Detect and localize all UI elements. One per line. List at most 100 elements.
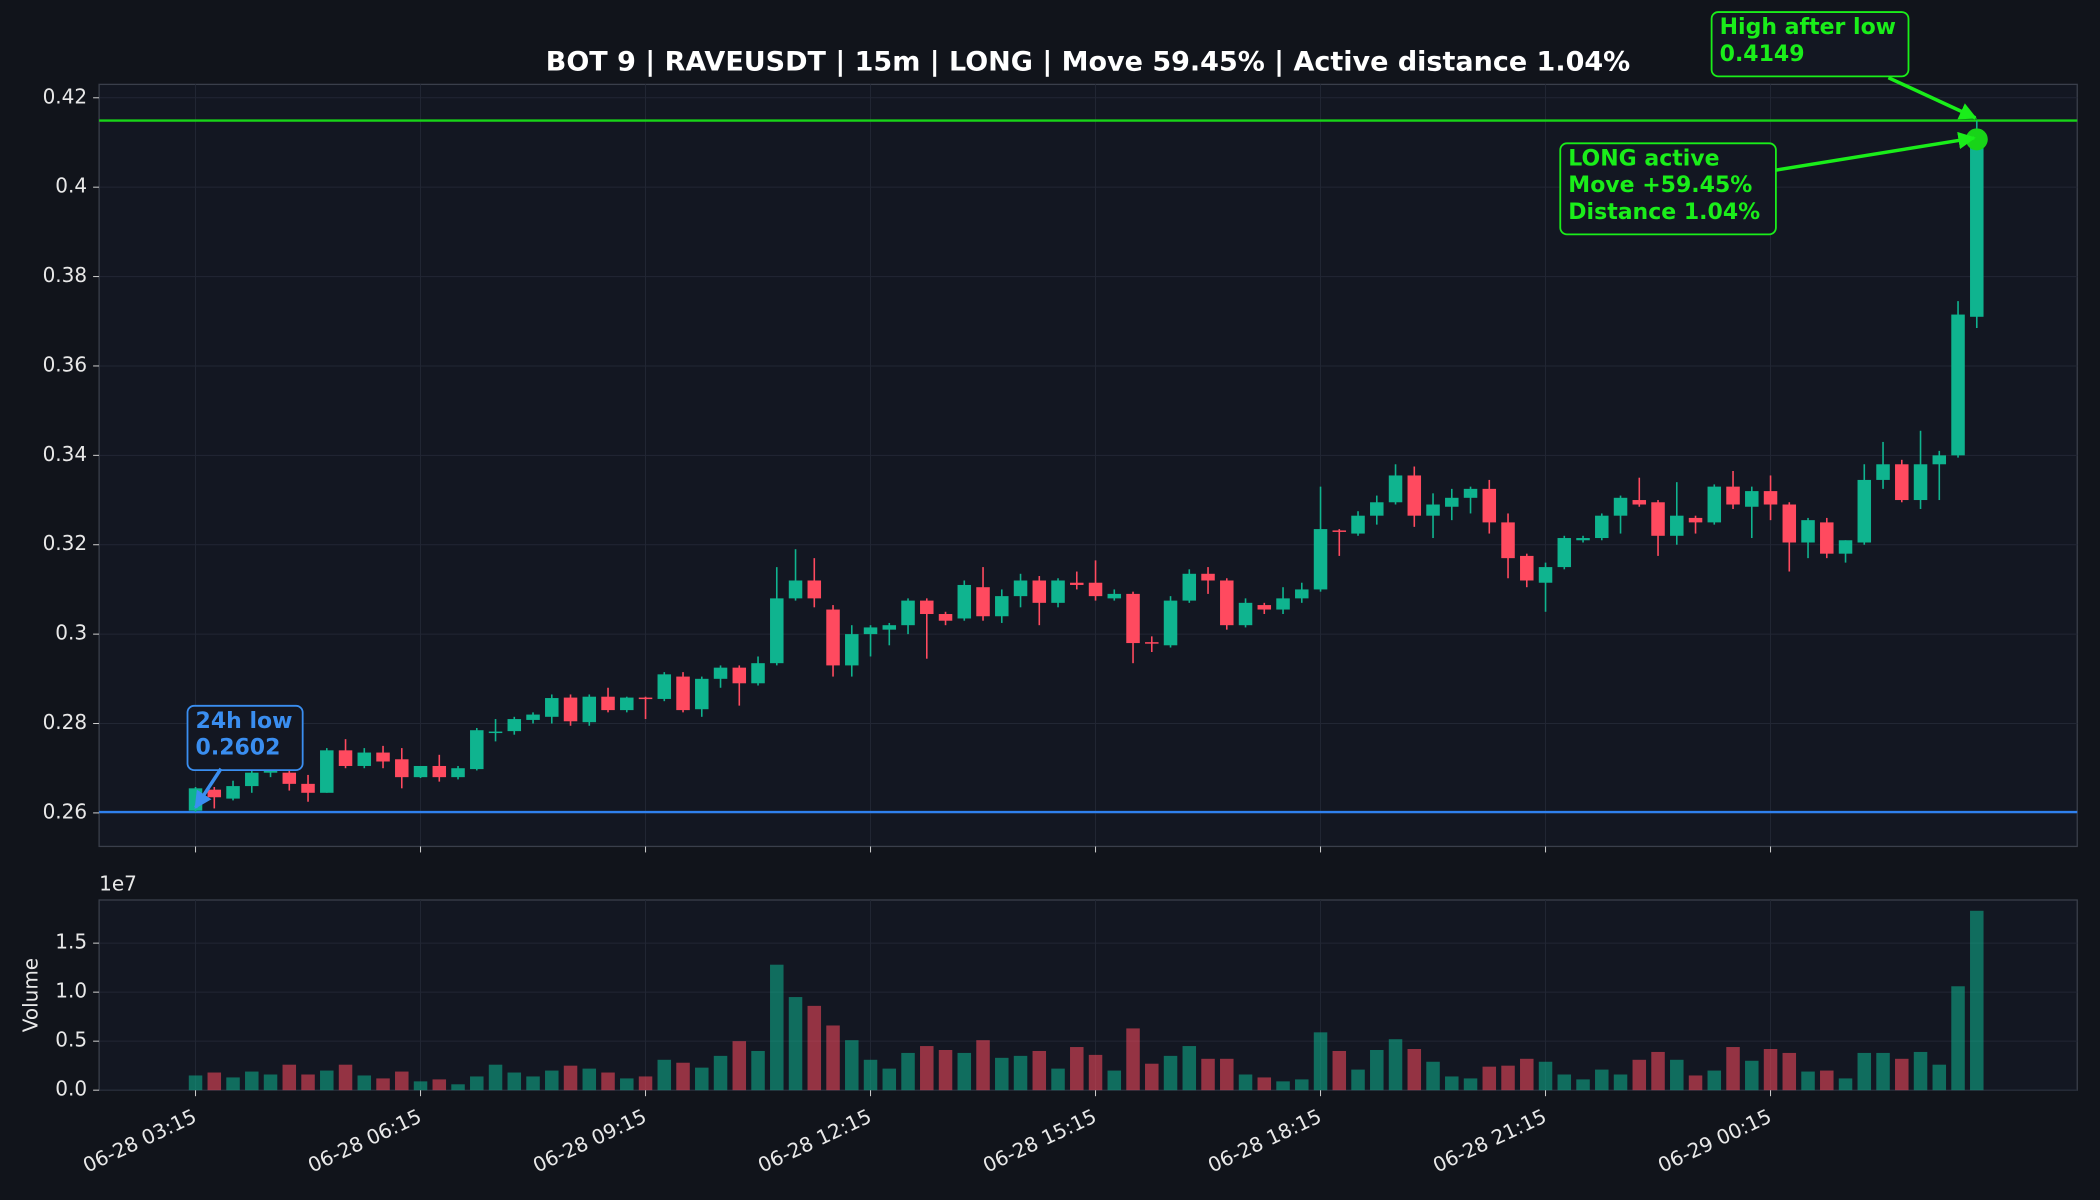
annotation-arrow xyxy=(1775,131,1976,172)
candle-body xyxy=(863,627,878,635)
volume-bar xyxy=(1257,1077,1272,1091)
candle-body xyxy=(1295,589,1309,599)
candle-body xyxy=(1482,488,1497,523)
candle-body xyxy=(901,600,915,626)
volume-bar xyxy=(1426,1061,1440,1091)
candle-body xyxy=(1726,486,1740,505)
volume-bar xyxy=(1088,1054,1103,1091)
candle-body xyxy=(1426,504,1440,516)
volume-bar xyxy=(582,1068,597,1091)
volume-bar xyxy=(263,1074,278,1091)
volume-bar xyxy=(488,1064,503,1091)
candle-body xyxy=(1895,464,1909,501)
annotation-text: 24h low xyxy=(196,709,293,734)
volume-bar xyxy=(1463,1078,1478,1091)
volume-bar xyxy=(1407,1049,1422,1091)
candle-body xyxy=(1745,491,1759,507)
annotation-text: LONG active xyxy=(1568,146,1719,171)
volume-bar xyxy=(1445,1076,1459,1091)
volume-bar xyxy=(1163,1055,1178,1091)
candle-body xyxy=(1445,497,1459,507)
candle-body xyxy=(1407,475,1422,516)
candle-body xyxy=(357,752,372,766)
candle-body xyxy=(751,663,765,684)
candle-body xyxy=(263,770,278,773)
annotation-arrow xyxy=(194,767,223,810)
candle-body xyxy=(338,750,353,766)
volume-bar xyxy=(845,1040,859,1091)
price-panel xyxy=(98,83,2078,848)
volume-bar xyxy=(1182,1046,1197,1091)
volume-bar xyxy=(338,1064,353,1091)
x-tick-label: 06-29 00:15 xyxy=(1654,1104,1775,1177)
candle-body xyxy=(1013,580,1028,597)
candle-body xyxy=(638,697,653,700)
volume-bar xyxy=(226,1077,240,1091)
volume-bar xyxy=(882,1068,897,1091)
axis-offset: 1e7 xyxy=(99,872,137,896)
volume-bar xyxy=(1688,1075,1703,1091)
candle-body xyxy=(1613,497,1628,516)
candle-body xyxy=(807,580,822,599)
candle-body xyxy=(226,786,240,799)
candle-body xyxy=(732,667,747,684)
candle-body xyxy=(1670,515,1684,536)
y-axis-label: Volume xyxy=(19,958,43,1032)
volume-bar xyxy=(507,1072,522,1091)
volume-bar xyxy=(526,1076,540,1091)
candle-body xyxy=(976,587,990,617)
y-tick-label: 0.42 xyxy=(43,84,88,108)
candle-body xyxy=(1632,500,1647,505)
candle-body xyxy=(1876,464,1890,480)
volume-bar xyxy=(976,1040,990,1091)
candle-body xyxy=(1707,486,1722,523)
candle-body xyxy=(376,752,390,762)
candle-body xyxy=(695,678,709,710)
volume-bar xyxy=(1032,1050,1047,1091)
candle-body xyxy=(1220,580,1234,626)
volume-bar xyxy=(1913,1051,1928,1091)
volume-bar xyxy=(788,997,803,1091)
volume-bar xyxy=(1838,1078,1853,1091)
candle-body xyxy=(1332,530,1347,532)
volume-bar xyxy=(1351,1069,1365,1091)
x-tick-label: 06-28 15:15 xyxy=(979,1104,1100,1177)
volume-bar xyxy=(357,1075,372,1091)
volume-bar xyxy=(1801,1071,1815,1091)
volume-bar xyxy=(1763,1049,1778,1091)
volume-bar xyxy=(563,1065,578,1091)
volume-bar xyxy=(470,1076,484,1091)
y-tick-label: 0.38 xyxy=(43,263,88,287)
candle-body xyxy=(601,696,615,711)
volume-bar xyxy=(1670,1059,1684,1091)
candle-body xyxy=(1763,491,1778,505)
volume-bar xyxy=(1576,1079,1590,1091)
volume-bar xyxy=(901,1052,915,1091)
volume-bar xyxy=(695,1067,709,1091)
volume-bar xyxy=(282,1064,297,1091)
volume-bar xyxy=(601,1072,615,1091)
volume-bar xyxy=(938,1049,953,1091)
candle-body xyxy=(882,625,897,630)
candle-body xyxy=(657,674,672,699)
volume-bar xyxy=(1538,1061,1553,1091)
candle-body xyxy=(1801,520,1815,543)
volume-bar xyxy=(245,1071,259,1091)
candle-body xyxy=(432,765,447,778)
volume-bar xyxy=(207,1072,222,1091)
volume-bar xyxy=(713,1055,728,1091)
candle-body xyxy=(1201,573,1215,581)
candle-body xyxy=(1970,139,1984,317)
volume-bar xyxy=(1388,1039,1403,1091)
candle-body xyxy=(1820,522,1834,554)
candle-body xyxy=(282,772,297,784)
y-tick-label: 1.0 xyxy=(55,979,87,1003)
volume-bar xyxy=(807,1005,822,1091)
y-tick-label: 0.5 xyxy=(55,1028,87,1052)
candle-body xyxy=(413,765,428,778)
annotation-text: Move +59.45% xyxy=(1568,173,1752,198)
candle-body xyxy=(1951,314,1965,456)
volume-bar xyxy=(732,1041,747,1091)
y-tick-label: 0.3 xyxy=(55,621,87,645)
